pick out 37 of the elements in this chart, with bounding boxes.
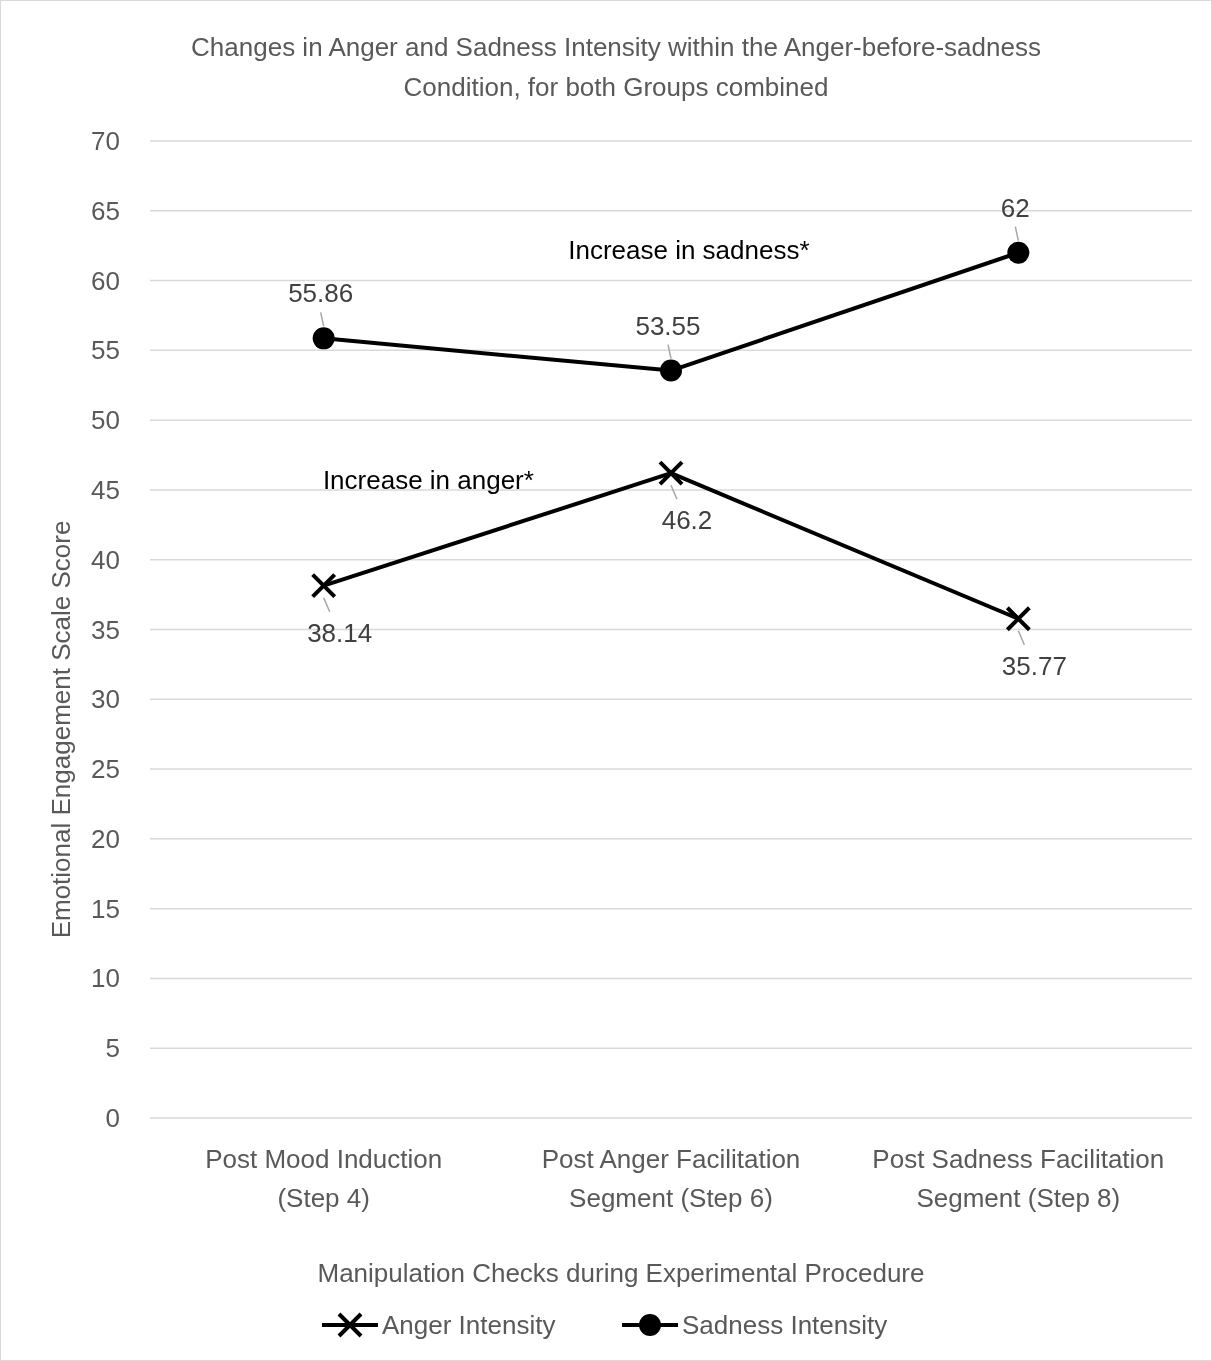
legend-label: Sadness Intensity bbox=[682, 1310, 888, 1340]
point bbox=[660, 359, 682, 382]
legend-label: Anger Intensity bbox=[382, 1310, 556, 1340]
y-tick-label: 25 bbox=[91, 754, 120, 785]
data-label: 35.77 bbox=[1001, 650, 1067, 681]
annotation: Increase in sadness* bbox=[568, 234, 810, 265]
y-tick-label: 45 bbox=[91, 474, 120, 505]
data-label: 62 bbox=[1000, 192, 1030, 223]
y-tick-label: 70 bbox=[91, 126, 120, 156]
y-tick-label: 10 bbox=[91, 963, 120, 994]
x-axis-title: Manipulation Checks during Experimental Procedure bbox=[317, 1258, 925, 1288]
y-tick-label: 20 bbox=[91, 823, 120, 854]
y-tick-label: 60 bbox=[91, 265, 120, 296]
point bbox=[658, 460, 684, 487]
x-tick-label: Post Mood Induction (Step 4) bbox=[205, 1144, 443, 1213]
annotation: Increase in anger* bbox=[322, 465, 534, 496]
y-tick-label: 50 bbox=[91, 405, 120, 436]
y-tick-label: 65 bbox=[91, 195, 120, 226]
y-tick-label: 15 bbox=[91, 893, 120, 924]
y-tick-label: 35 bbox=[91, 614, 120, 645]
data-label: 46.2 bbox=[661, 505, 713, 536]
y-tick-label: 55 bbox=[91, 335, 120, 366]
y-tick-label: 0 bbox=[105, 1103, 120, 1133]
point bbox=[310, 572, 337, 599]
y-axis-title: Emotional Engagement Scale Score bbox=[46, 520, 76, 939]
x-tick-label: Post Anger Facilitation Segment (Step 6) bbox=[541, 1144, 801, 1213]
chart-title: Changes in Anger and Sadness Intensity within the Anger-before-sadness Condition, for both Groups combined bbox=[191, 32, 1041, 102]
data-label: 53.55 bbox=[635, 310, 701, 341]
point bbox=[1007, 241, 1030, 264]
x-tick-label: Post Sadness Facilitation Segment (Step 8) bbox=[872, 1144, 1165, 1213]
point bbox=[312, 327, 335, 350]
point bbox=[1005, 605, 1032, 632]
data-label: 55.86 bbox=[288, 278, 354, 309]
y-tick-label: 40 bbox=[91, 544, 120, 575]
y-tick-label: 5 bbox=[105, 1033, 120, 1064]
y-tick-label: 30 bbox=[91, 684, 120, 715]
data-label: 38.14 bbox=[307, 617, 373, 648]
